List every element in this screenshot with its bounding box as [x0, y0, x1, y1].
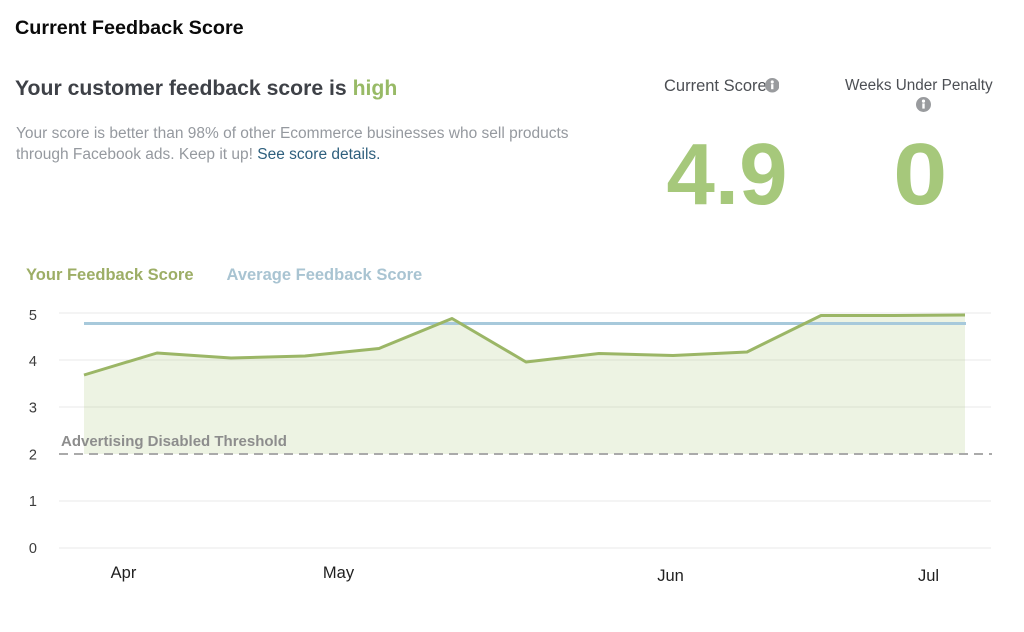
svg-text:3: 3	[29, 401, 37, 417]
svg-text:Jun: Jun	[657, 567, 684, 585]
svg-text:1: 1	[29, 494, 37, 510]
svg-text:0: 0	[29, 541, 37, 557]
svg-text:2: 2	[29, 448, 37, 464]
svg-text:Apr: Apr	[111, 564, 137, 582]
svg-text:May: May	[323, 564, 355, 582]
svg-text:5: 5	[29, 308, 37, 324]
svg-text:Advertising Disabled Threshold: Advertising Disabled Threshold	[61, 433, 287, 450]
svg-text:Jul: Jul	[918, 567, 939, 585]
svg-text:4: 4	[29, 354, 37, 370]
